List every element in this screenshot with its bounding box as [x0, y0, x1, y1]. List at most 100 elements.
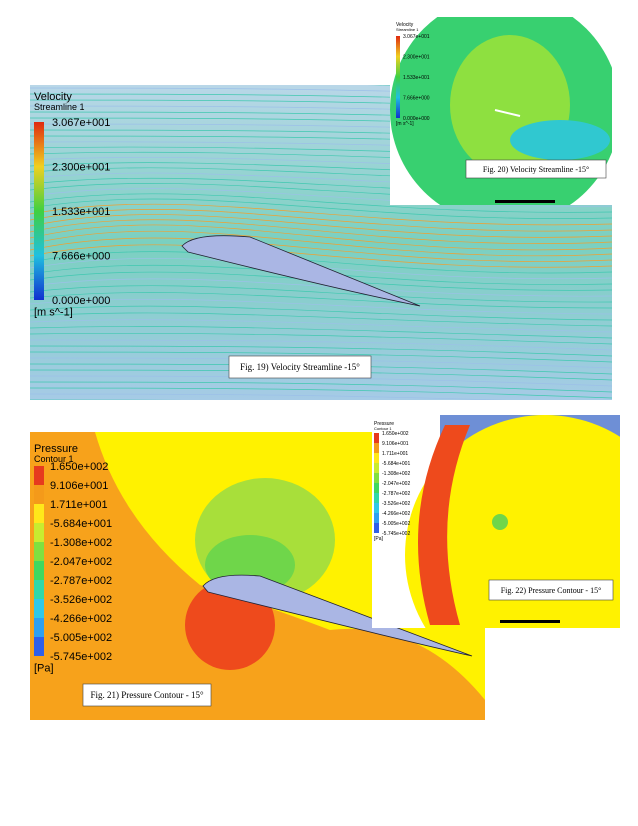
- streamline: [30, 292, 612, 309]
- legend-swatch: [34, 618, 44, 637]
- streamline: [30, 339, 612, 351]
- caption: Fig. 22) Pressure Contour - 15°: [501, 586, 602, 595]
- legend-subtitle: Streamline 1: [396, 27, 419, 32]
- legend-label: 1.533e+001: [52, 206, 110, 218]
- streamline: [30, 198, 612, 219]
- legend-unit: [Pa]: [374, 536, 384, 542]
- legend-label: 7.666e+000: [403, 95, 430, 101]
- legend-label: 0.000e+000: [52, 295, 110, 307]
- legend-label: -1.308e+002: [382, 471, 410, 477]
- legend-label: 1.533e+001: [403, 75, 430, 81]
- streamline: [30, 224, 612, 251]
- legend-label: -5.745e+002: [382, 531, 410, 537]
- legend-title: Velocity: [34, 91, 72, 103]
- caption: Fig. 20) Velocity Streamline -15°: [483, 165, 589, 174]
- legend-swatch: [34, 485, 44, 504]
- legend-subtitle: Contour 1: [374, 426, 392, 431]
- legend-swatch: [374, 453, 379, 463]
- streamline: [30, 230, 612, 257]
- legend-label: 2.300e+001: [52, 161, 110, 173]
- legend-label: 3.067e+001: [52, 117, 110, 129]
- caption: Fig. 21) Pressure Contour - 15°: [90, 690, 203, 700]
- legend-label: -4.266e+002: [382, 511, 410, 517]
- legend-swatch: [374, 523, 379, 533]
- streamline: [30, 203, 612, 226]
- legend-swatch: [34, 561, 44, 580]
- streamline: [30, 209, 612, 232]
- streamline: [30, 351, 612, 363]
- legend-subtitle: Streamline 1: [34, 102, 85, 112]
- legend-swatch: [34, 637, 44, 656]
- legend-label: -3.526e+002: [50, 594, 112, 606]
- streamline: [30, 219, 612, 244]
- legend-label: -2.047e+002: [50, 556, 112, 568]
- legend-label: 0.000e+000: [403, 116, 430, 122]
- legend-label: 1.650e+002: [50, 461, 108, 473]
- streamline: [30, 387, 612, 399]
- legend-title: Pressure: [34, 443, 78, 455]
- legend-label: -5.684e+001: [382, 461, 410, 467]
- legend-swatch: [34, 466, 44, 485]
- legend-bar: [396, 36, 400, 118]
- legend-label: -5.005e+002: [50, 632, 112, 644]
- legend-label: 1.711e+001: [50, 499, 108, 511]
- caption-box: [228, 355, 372, 379]
- streamline: [30, 237, 612, 262]
- legend-label: -1.308e+002: [50, 537, 112, 549]
- legend-label: 9.106e+001: [50, 480, 108, 492]
- legend-title: Velocity: [396, 22, 414, 28]
- streamline: [30, 326, 612, 339]
- streamline: [30, 188, 612, 207]
- legend-label: -5.005e+002: [382, 521, 410, 527]
- legend-swatch: [34, 599, 44, 618]
- streamline: [30, 399, 195, 400]
- legend-label: -2.047e+002: [382, 481, 410, 487]
- legend-label: -2.787e+002: [382, 491, 410, 497]
- legend-label: 2.300e+001: [403, 54, 430, 60]
- caption-box: [488, 579, 614, 601]
- legend-swatch: [374, 433, 379, 443]
- legend-unit: [Pa]: [34, 662, 54, 674]
- legend-swatch: [34, 504, 44, 523]
- streamline: [30, 345, 612, 357]
- streamline: [30, 214, 612, 238]
- caption-box: [465, 159, 607, 179]
- legend-swatch: [374, 443, 379, 453]
- legend-swatch: [34, 542, 44, 561]
- streamline: [30, 271, 612, 291]
- legend-title: Pressure: [374, 421, 394, 427]
- legend-label: 1.711e+001: [382, 451, 408, 457]
- streamline: [30, 319, 612, 333]
- streamline: [30, 278, 612, 297]
- streamline: [30, 193, 612, 213]
- legend-label: 7.666e+000: [52, 250, 110, 262]
- legend-swatch: [374, 513, 379, 523]
- streamline: [30, 393, 508, 400]
- caption: Fig. 19) Velocity Streamline -15°: [240, 362, 360, 372]
- legend-swatch: [34, 523, 44, 542]
- legend-swatch: [374, 483, 379, 493]
- legend-unit: [m s^-1]: [34, 306, 73, 318]
- legend-unit: [m s^-1]: [396, 121, 414, 127]
- streamline: [30, 332, 612, 345]
- legend-swatch: [374, 463, 379, 473]
- legend-swatch: [374, 473, 379, 483]
- streamline: [30, 298, 612, 315]
- legend-label: -4.266e+002: [50, 613, 112, 625]
- legend-swatch: [34, 580, 44, 599]
- legend-label: -5.684e+001: [50, 518, 112, 530]
- legend-subtitle: Contour 1: [34, 454, 74, 464]
- caption-box: [82, 683, 212, 707]
- streamline: [30, 406, 612, 416]
- streamline: [30, 312, 612, 327]
- pressure-image-small: [372, 415, 620, 628]
- legend-bar: [34, 122, 44, 300]
- legend-label: 1.650e+002: [382, 431, 409, 437]
- legend-label: -2.787e+002: [50, 575, 112, 587]
- legend-swatch: [374, 503, 379, 513]
